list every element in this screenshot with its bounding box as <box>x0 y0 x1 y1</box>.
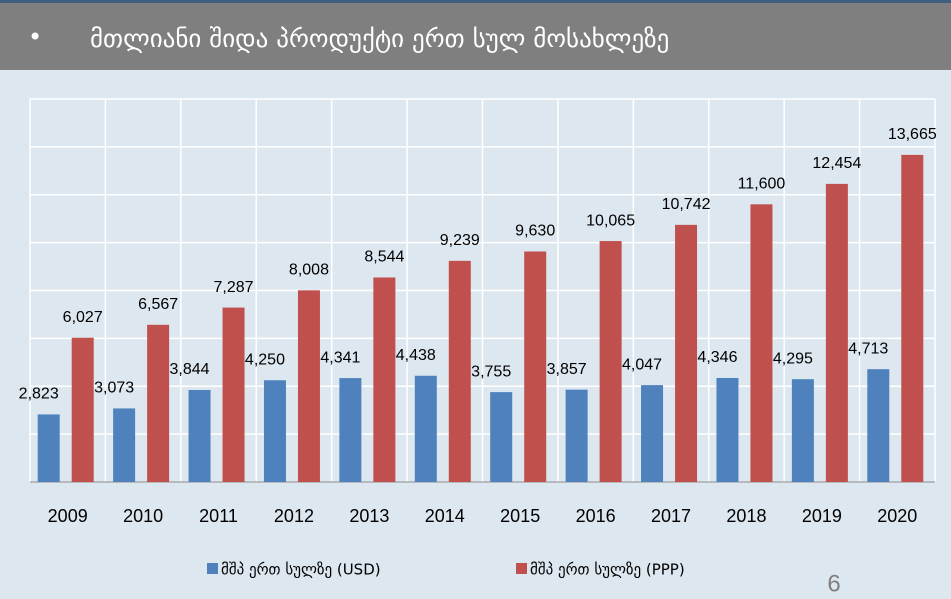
data-label: 9,239 <box>440 232 480 249</box>
bar <box>263 380 286 482</box>
bar <box>565 389 588 482</box>
x-tick-label: 2019 <box>802 506 842 526</box>
data-label: 4,438 <box>396 347 436 364</box>
x-tick-label: 2009 <box>48 506 88 526</box>
bar <box>37 414 60 482</box>
data-label: 3,755 <box>471 363 511 380</box>
bar <box>113 408 136 482</box>
bar <box>867 369 890 482</box>
bar <box>71 337 94 482</box>
data-label: 11,600 <box>738 176 786 193</box>
legend-label: მშპ ერთ სულზე (USD) <box>221 561 381 579</box>
bar <box>791 379 814 482</box>
data-label: 6,567 <box>138 296 178 313</box>
bar <box>448 260 471 482</box>
chart-title: მთლიანი შიდა პროდუქტი ერთ სულ მოსახლეზე <box>90 24 669 53</box>
bar <box>675 224 698 482</box>
data-label: 4,250 <box>245 351 285 368</box>
data-label: 10,065 <box>586 212 635 229</box>
data-label: 4,341 <box>320 349 360 366</box>
data-label: 3,844 <box>170 361 210 378</box>
bullet: • <box>28 23 42 51</box>
data-label: 3,073 <box>94 380 134 397</box>
bar <box>188 389 211 482</box>
data-label: 4,713 <box>848 340 888 357</box>
data-label: 9,630 <box>515 223 555 240</box>
x-tick-label: 2015 <box>500 506 540 526</box>
x-tick-label: 2018 <box>726 506 766 526</box>
bar <box>297 290 320 482</box>
bar <box>414 375 437 482</box>
bar <box>373 277 396 482</box>
data-label: 6,027 <box>63 309 103 326</box>
x-tick-label: 2010 <box>123 506 163 526</box>
bar <box>147 324 170 482</box>
x-tick-label: 2011 <box>199 506 238 526</box>
legend-swatch <box>207 563 218 574</box>
bar <box>641 385 664 482</box>
x-tick-label: 2017 <box>651 506 691 526</box>
bar <box>716 377 739 482</box>
data-label: 4,346 <box>697 349 737 366</box>
title-bar <box>0 0 951 70</box>
data-label: 2,823 <box>19 386 59 403</box>
bar <box>599 241 622 482</box>
slide-number: 6 <box>827 570 840 597</box>
x-tick-label: 2014 <box>425 506 465 526</box>
bar <box>901 154 924 483</box>
title-bar-edge <box>0 0 951 3</box>
bar <box>750 204 773 482</box>
data-label: 10,742 <box>662 196 711 213</box>
legend-label: მშპ ერთ სულზე (PPP) <box>530 561 685 579</box>
legend-swatch <box>516 563 527 574</box>
data-label: 3,857 <box>547 361 587 378</box>
bar <box>490 392 513 482</box>
data-label: 7,287 <box>214 279 254 296</box>
data-label: 8,008 <box>289 262 329 279</box>
x-tick-label: 2016 <box>576 506 616 526</box>
data-label: 8,544 <box>364 249 404 266</box>
x-tick-label: 2020 <box>877 506 917 526</box>
data-label: 4,047 <box>622 356 662 373</box>
bar <box>222 307 245 482</box>
x-tick-label: 2013 <box>349 506 389 526</box>
data-label: 12,454 <box>812 155 861 172</box>
x-tick-label: 2012 <box>274 506 314 526</box>
bar <box>825 183 848 482</box>
data-label: 4,295 <box>773 350 813 367</box>
data-label: 13,665 <box>888 126 937 143</box>
bar <box>524 251 547 482</box>
bar <box>339 378 362 482</box>
